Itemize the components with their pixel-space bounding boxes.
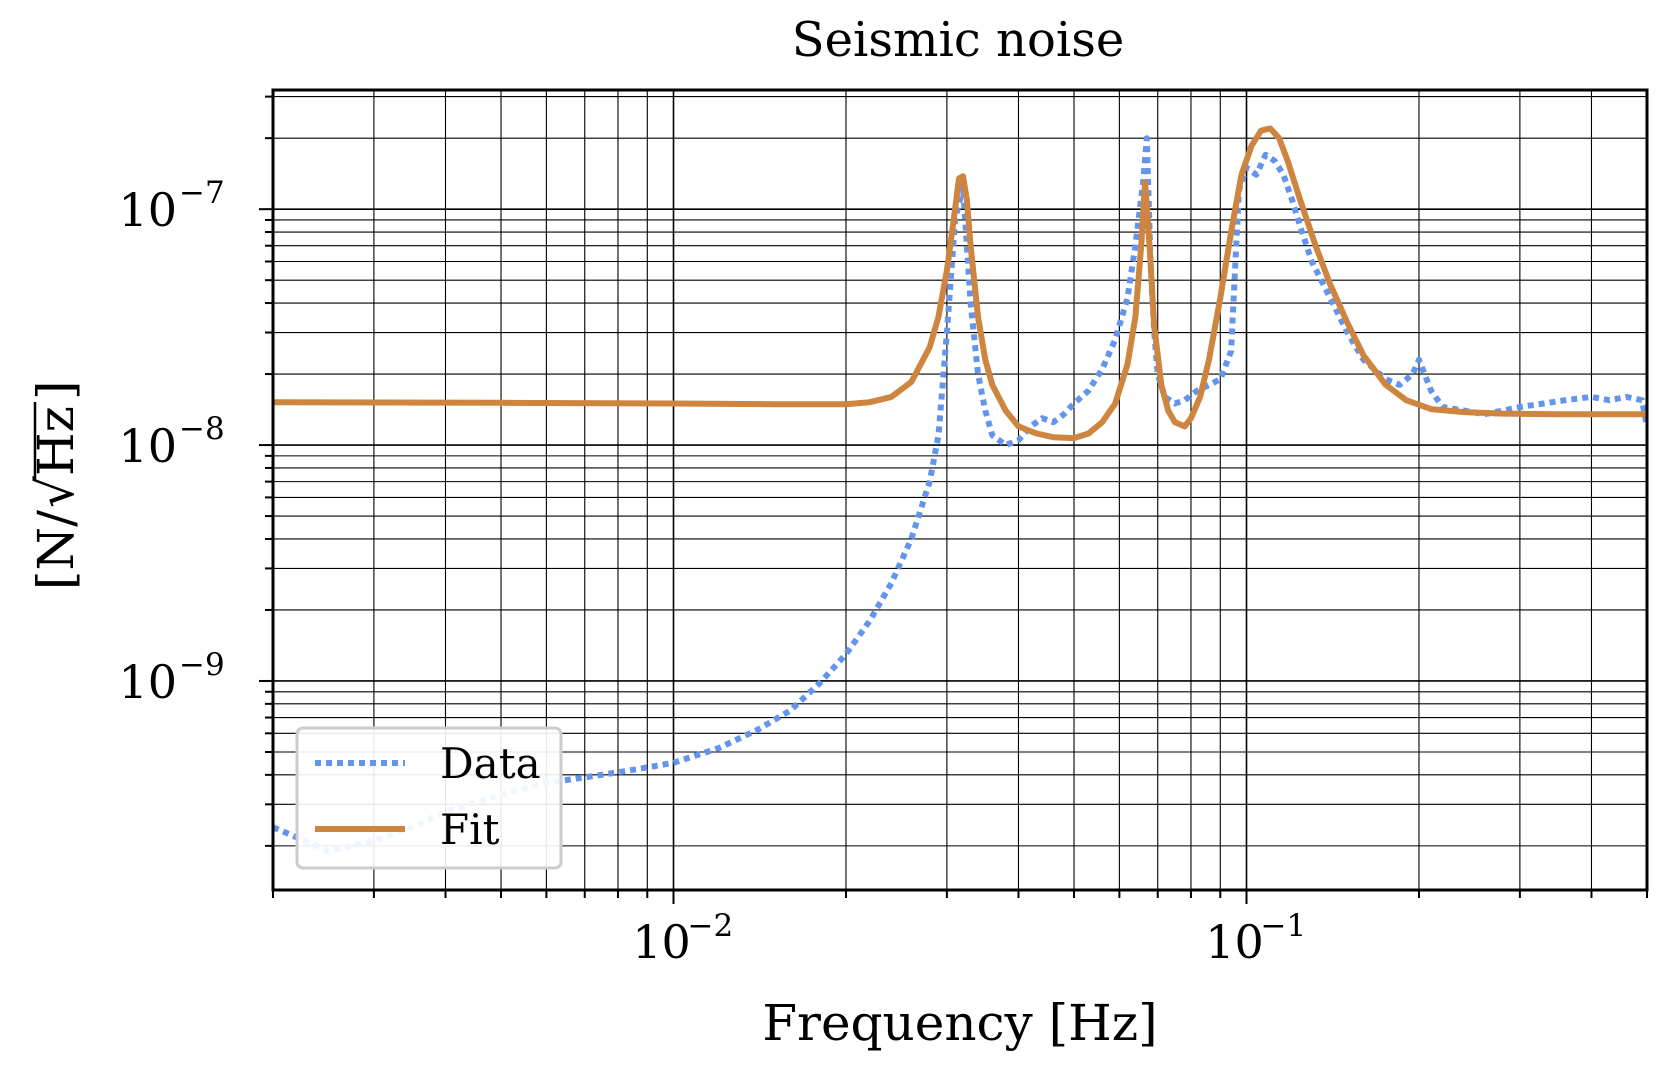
x-tick-label: 10−1 bbox=[1205, 908, 1306, 969]
grid bbox=[272, 90, 1648, 890]
legend-label-fit: Fit bbox=[440, 805, 500, 854]
y-axis-label: [N/ √ Hz ] bbox=[27, 380, 85, 590]
y-axis-label-radicand: Hz bbox=[27, 406, 85, 476]
x-tick-label: 10−2 bbox=[632, 908, 733, 969]
chart-title: Seismic noise bbox=[792, 12, 1124, 68]
y-tick-label-base: 10 bbox=[118, 419, 177, 473]
x-tick-label-exponent: −2 bbox=[688, 908, 734, 944]
y-tick-label-base: 10 bbox=[118, 183, 177, 237]
y-axis-label-suffix: ] bbox=[27, 380, 85, 400]
y-tick-label-exponent: −8 bbox=[179, 411, 225, 447]
y-tick-label: 10 −9 bbox=[118, 647, 224, 709]
legend-label-data: Data bbox=[440, 739, 541, 788]
y-tick-label-exponent: −9 bbox=[179, 647, 225, 683]
series-layer bbox=[273, 125, 1647, 855]
y-tick-label-exponent: −7 bbox=[179, 175, 225, 211]
plot-frame bbox=[271, 88, 1649, 892]
svg-text:√: √ bbox=[27, 476, 85, 508]
legend: Data Fit bbox=[295, 726, 563, 870]
y-tick-label-base: 10 bbox=[118, 655, 177, 709]
x-tick-label-exponent: −1 bbox=[1260, 908, 1306, 944]
y-tick-label: 10 −8 bbox=[118, 411, 224, 473]
y-tick-label: 10 −7 bbox=[118, 175, 224, 237]
x-tick-label-base: 10 bbox=[632, 915, 691, 969]
x-axis-label: Frequency [Hz] bbox=[762, 994, 1157, 1052]
y-axis-label-prefix: [N/ bbox=[27, 510, 85, 590]
x-tick-label-base: 10 bbox=[1205, 915, 1264, 969]
ticks: 10−2 10−110−910−810−7 bbox=[118, 95, 1648, 969]
series-fit-line bbox=[273, 125, 1647, 442]
